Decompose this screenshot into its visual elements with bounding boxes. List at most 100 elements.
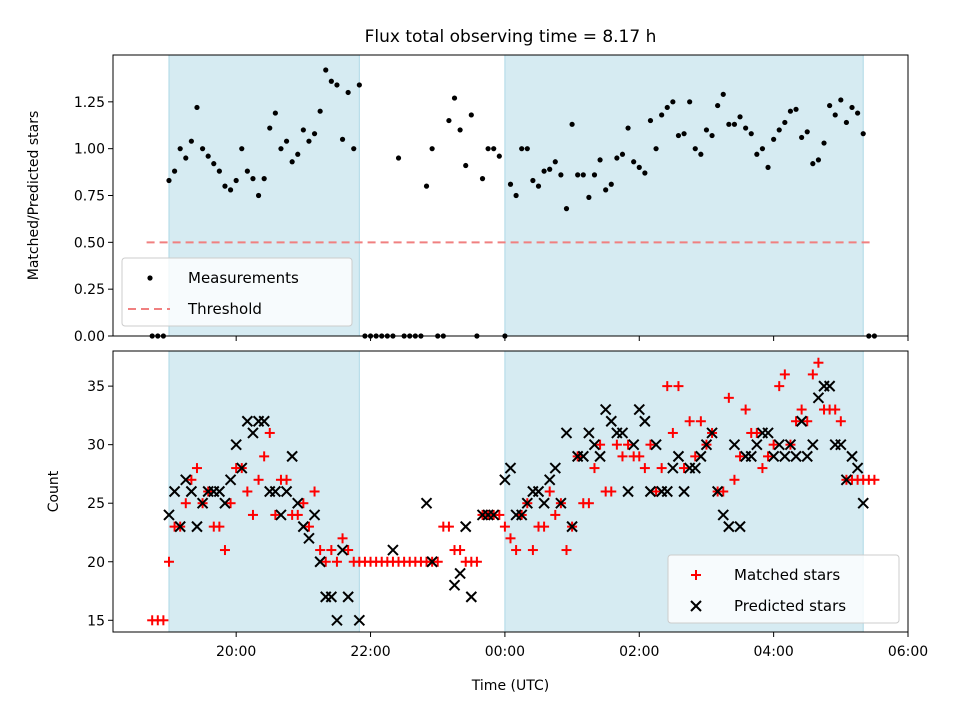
measurement-point — [754, 151, 760, 157]
matched-star-point — [343, 545, 354, 556]
predicted-star-point — [728, 438, 741, 451]
legend-marker-predicted — [690, 600, 702, 612]
matched-star-point — [253, 474, 264, 485]
predicted-star-point — [616, 427, 629, 439]
legend-label: Matched stars — [734, 566, 840, 584]
matched-star-point — [320, 556, 331, 567]
measurement-point — [524, 146, 530, 152]
predicted-star-point — [236, 462, 248, 474]
predicted-star-point — [644, 485, 657, 498]
bottom-legend: Matched stars Predicted stars — [667, 554, 900, 624]
matched-star-point — [331, 556, 342, 567]
predicted-star-point — [504, 462, 517, 474]
predicted-star-point — [331, 614, 343, 626]
matched-star-point — [774, 381, 785, 392]
measurement-point — [603, 187, 609, 193]
predicted-star-point — [689, 462, 701, 474]
measurement-point — [300, 127, 306, 133]
observing-interval — [504, 55, 864, 336]
matched-star-point — [505, 533, 516, 544]
predicted-star-point — [521, 497, 534, 509]
predicted-star-point — [594, 450, 606, 463]
matched-star-point — [499, 521, 510, 532]
predicted-star-point — [247, 427, 259, 439]
observing-interval — [168, 351, 360, 632]
measurement-points — [149, 67, 878, 339]
predicted-star-point — [706, 427, 718, 439]
x-tick-label: 02:00 — [619, 644, 659, 660]
measurement-point — [345, 89, 351, 96]
ratio-panel: 0.00 0.25 0.50 0.75 1.00 1.25 Flux total obse… — [26, 27, 909, 345]
top-y-ticks: 0.00 0.25 0.50 0.75 1.00 1.25 — [74, 95, 113, 345]
predicted-star-point — [599, 403, 612, 416]
matched-star-point — [247, 509, 258, 520]
measurement-point — [250, 176, 256, 182]
measurement-point — [720, 91, 726, 97]
measurement-point — [485, 146, 491, 152]
matched-star-point — [779, 369, 790, 380]
predicted-star-point — [460, 520, 472, 533]
legend-box — [667, 554, 900, 624]
y-tick-label: 30 — [87, 438, 105, 454]
predicted-star-point — [454, 567, 466, 580]
matched-star-point — [264, 427, 275, 438]
measurement-point — [692, 146, 698, 152]
y-tick-label: 1.00 — [74, 142, 105, 158]
measurement-point — [334, 82, 340, 88]
predicted-star-point — [224, 474, 237, 486]
measurement-point — [289, 159, 295, 165]
matched-star-point — [639, 463, 650, 474]
predicted-star-point — [717, 509, 729, 521]
predicted-star-point — [667, 462, 679, 474]
measurement-point — [659, 112, 665, 118]
measurement-point — [743, 125, 749, 131]
measurement-point — [457, 127, 463, 133]
matched-star-point — [835, 416, 846, 427]
measurement-point — [726, 121, 732, 127]
matched-star-point — [723, 392, 734, 403]
top-y-axis-label: Matched/Predicted stars — [26, 111, 42, 281]
legend-label: Threshold — [187, 300, 262, 318]
predicted-star-point — [555, 497, 567, 509]
measurement-point — [244, 168, 250, 174]
measurement-point — [311, 131, 318, 137]
matched-star-point — [494, 509, 505, 520]
measurement-point — [765, 164, 771, 170]
matched-star-point — [757, 463, 768, 474]
measurement-point — [664, 104, 670, 111]
predicted-star-point — [465, 591, 478, 603]
measurement-point — [782, 119, 788, 126]
measurement-point — [715, 102, 721, 109]
x-axis-label: Time (UTC) — [471, 678, 549, 694]
measurement-point — [267, 125, 273, 131]
measurement-point — [513, 192, 519, 199]
predicted-star-point — [280, 485, 293, 498]
predicted-star-point — [734, 520, 746, 533]
predicted-star-point — [661, 485, 673, 498]
measurement-point — [636, 164, 642, 170]
measurement-point — [619, 151, 626, 157]
measurement-point — [832, 112, 838, 118]
measurement-point — [535, 183, 542, 189]
predicted-star-point — [633, 403, 645, 416]
measurement-point — [843, 119, 850, 126]
measurement-point — [799, 134, 805, 141]
predicted-star-point — [723, 520, 735, 533]
matched-star-point — [544, 486, 555, 497]
predicted-star-point — [840, 474, 853, 486]
y-tick-label: 20 — [87, 555, 105, 571]
predicted-star-point — [745, 450, 757, 463]
measurement-point — [793, 106, 799, 112]
y-tick-label: 25 — [87, 496, 105, 512]
measurement-point — [860, 131, 866, 137]
bottom-axes-frame — [112, 350, 909, 633]
measurement-point — [709, 132, 715, 139]
measurement-point — [558, 172, 564, 178]
measurement-point — [855, 110, 861, 116]
predicted-star-point — [583, 427, 595, 439]
predicted-star-point — [784, 438, 797, 451]
predicted-star-point — [163, 509, 175, 521]
measurement-point — [479, 176, 486, 182]
matched-star-point — [718, 486, 729, 497]
x-tick-label: 04:00 — [753, 644, 793, 660]
